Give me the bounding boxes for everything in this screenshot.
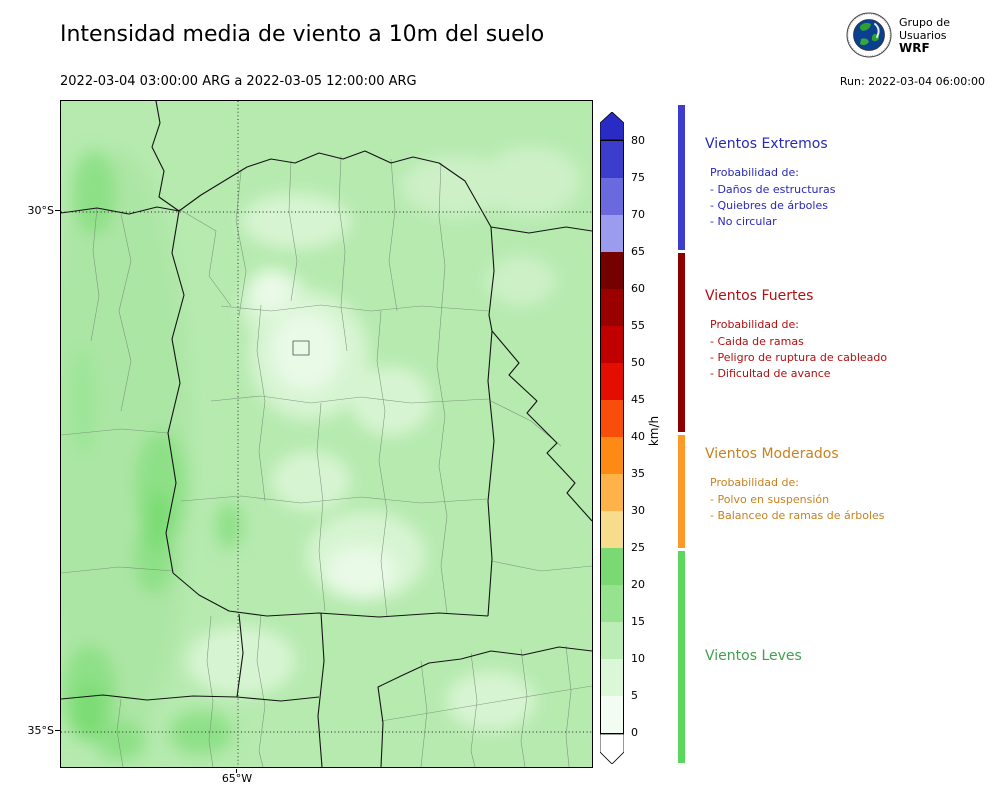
legend-strip [678,105,685,763]
colorbar-tick: 75 [631,171,645,184]
legend-title: Vientos Moderados [705,446,839,462]
logo-text-line1: Grupo de [899,15,950,29]
legend-title: Vientos Extremos [705,136,828,152]
legend-section-fuertes: Vientos Fuertes Probabilidad de: - Caida… [705,288,995,382]
axis-tick [55,210,60,211]
gridlines [61,101,592,767]
colorbar-segment [601,363,623,400]
logo-text-line2: Usuarios [899,28,947,42]
legend-item: - Daños de estructuras [710,183,836,196]
colorbar-scale [600,140,624,734]
legend-item: - Dificultad de avance [710,367,831,380]
logo-text: Grupo de Usuarios WRF [899,16,950,55]
colorbar-segment [601,141,623,178]
colorbar-segment [601,400,623,437]
legend-title: Vientos Fuertes [705,288,814,304]
colorbar-arrow-down [600,734,624,764]
colorbar-segment [601,474,623,511]
legend-prob-label: Probabilidad de: [710,318,799,331]
legend-title: Vientos Leves [705,648,802,664]
date-range: 2022-03-04 03:00:00 ARG a 2022-03-05 12:… [60,74,417,89]
wrf-logo: Grupo de Usuarios WRF [846,12,950,58]
colorbar-segment [601,252,623,289]
colorbar-tick: 20 [631,578,645,591]
colorbar-segment [601,178,623,215]
legend-section-leves: Vientos Leves [705,648,995,678]
colorbar-tick: 40 [631,430,645,443]
colorbar: 80 75 70 65 60 55 50 45 40 35 30 25 20 1… [600,112,710,800]
logo-text-line3: WRF [899,40,930,55]
globe-logo-icon [846,12,892,58]
legend-strip-moderados [678,435,685,548]
page-title: Intensidad media de viento a 10m del sue… [60,22,545,47]
wind-map [61,101,592,767]
colorbar-tick: 55 [631,319,645,332]
legend-strip-fuertes [678,253,685,432]
colorbar-tick: 70 [631,208,645,221]
legend-item: - Balanceo de ramas de árboles [710,509,885,522]
legend-strip-extremos [678,105,685,250]
colorbar-tick: 65 [631,245,645,258]
colorbar-tick: 15 [631,615,645,628]
colorbar-unit: km/h [647,415,661,447]
colorbar-tick: 0 [631,726,638,739]
province-boundaries [61,101,592,767]
lon-tick-65w: 65°W [221,772,253,785]
colorbar-segment [601,326,623,363]
colorbar-tick: 80 [631,134,645,147]
colorbar-tick: 5 [631,689,638,702]
department-boundaries [61,155,592,767]
run-label: Run: 2022-03-04 06:00:00 [839,75,985,88]
colorbar-tick: 25 [631,541,645,554]
colorbar-segment [601,622,623,659]
colorbar-arrow-up [600,112,624,140]
legend-item: - Quiebres de árboles [710,199,828,212]
colorbar-tick: 10 [631,652,645,665]
legend-item: - Caida de ramas [710,335,804,348]
colorbar-segment [601,437,623,474]
legend-prob-label: Probabilidad de: [710,476,799,489]
legend-item: - No circular [710,215,777,228]
colorbar-segment [601,548,623,585]
colorbar-tick: 50 [631,356,645,369]
colorbar-segment [601,585,623,622]
colorbar-tick: 45 [631,393,645,406]
colorbar-segment [601,696,623,733]
lat-tick-35s: 35°S [27,724,54,737]
axis-tick [55,730,60,731]
colorbar-tick: 35 [631,467,645,480]
legend-item: - Peligro de ruptura de cableado [710,351,888,364]
legend-section-extremos: Vientos Extremos Probabilidad de: - Daño… [705,136,995,230]
axis-tick [236,769,237,773]
legend-section-moderados: Vientos Moderados Probabilidad de: - Pol… [705,446,995,524]
colorbar-tick: 60 [631,282,645,295]
map-area [60,100,593,768]
legend-prob-label: Probabilidad de: [710,166,799,179]
wind-shading [61,146,581,761]
colorbar-tick: 30 [631,504,645,517]
legend-item: - Polvo en suspensión [710,493,830,506]
lat-tick-30s: 30°S [27,204,54,217]
colorbar-segment [601,215,623,252]
legend-strip-leves [678,551,685,763]
colorbar-segment [601,289,623,326]
colorbar-segment [601,511,623,548]
colorbar-segment [601,659,623,696]
